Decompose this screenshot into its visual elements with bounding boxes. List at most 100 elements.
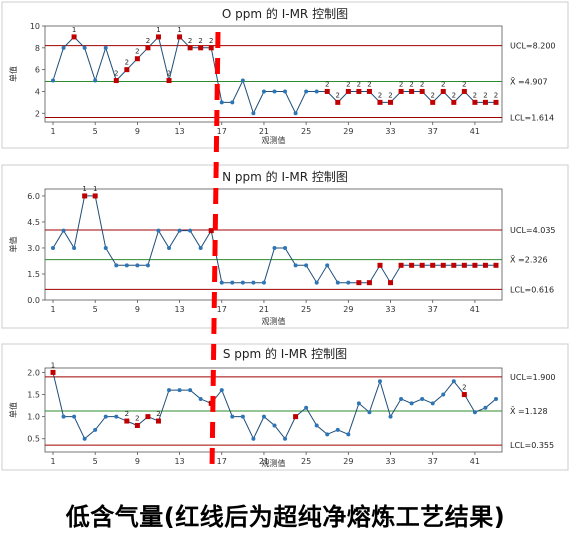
flagged-data-point <box>493 99 499 105</box>
flagged-data-point <box>134 56 140 62</box>
x-tick-label: 1 <box>50 127 55 136</box>
flagged-data-point <box>177 34 183 40</box>
data-point <box>114 414 119 419</box>
data-point <box>93 427 98 432</box>
data-point <box>272 245 277 250</box>
flagged-data-point <box>187 45 193 51</box>
x-tick-label: 25 <box>301 457 311 466</box>
plot-area <box>44 367 503 453</box>
data-point <box>240 78 245 83</box>
chart-frame <box>1 343 569 471</box>
data-point <box>240 280 245 285</box>
center-label: X̄ =4.907 <box>510 76 548 86</box>
flag-label: 2 <box>325 80 329 88</box>
n-ppm-chart-panel: N ppm 的 I-MR 控制图 单值 观测值 0.0 1.5 3.0 4.5 6.0 1 5 9 1… <box>0 163 571 330</box>
flag-label: 2 <box>483 91 487 99</box>
x-tick-label: 37 <box>428 457 438 466</box>
lcl-label: LCL=0.616 <box>510 285 554 294</box>
flagged-data-point <box>124 418 130 424</box>
chart-title: S ppm 的 I-MR 控制图 <box>223 346 347 361</box>
data-point <box>167 245 172 250</box>
y-tick-label: 4.5 <box>27 218 40 227</box>
data-point <box>198 396 203 401</box>
flagged-data-point <box>430 99 436 105</box>
flagged-data-point <box>324 88 330 94</box>
flagged-data-point <box>335 99 341 105</box>
x-tick-label: 1 <box>50 305 55 314</box>
data-point <box>377 379 382 384</box>
flagged-data-point <box>451 99 457 105</box>
data-point <box>240 414 245 419</box>
y-tick-label: 6.0 <box>27 192 40 201</box>
data-point <box>188 228 193 233</box>
figure-caption: 低含气量(红线后为超纯净熔炼工艺结果) <box>65 503 506 531</box>
flagged-data-point <box>377 262 383 268</box>
data-point <box>367 410 372 415</box>
ucl-label: UCL=1.900 <box>510 373 556 382</box>
data-point <box>420 396 425 401</box>
data-point <box>82 436 87 441</box>
data-point <box>261 414 266 419</box>
x-tick-label: 9 <box>135 127 140 136</box>
flag-label: 1 <box>156 26 160 34</box>
flagged-data-point <box>71 34 77 40</box>
y-tick-label: 2.0 <box>27 368 40 377</box>
flagged-data-point <box>430 262 436 268</box>
flagged-data-point <box>472 99 478 105</box>
flag-label: 2 <box>198 37 202 45</box>
data-point <box>251 436 256 441</box>
y-tick-label: 0.5 <box>27 435 40 444</box>
data-point <box>61 45 66 50</box>
data-point <box>325 263 330 268</box>
x-tick-label: 41 <box>470 305 480 314</box>
flag-label: 2 <box>441 80 445 88</box>
data-point <box>219 100 224 105</box>
data-point <box>135 263 140 268</box>
x-tick-label: 33 <box>385 127 395 136</box>
flagged-data-point <box>134 422 140 428</box>
data-point <box>114 263 119 268</box>
flagged-data-point <box>208 45 214 51</box>
data-point <box>219 388 224 393</box>
flag-label: 2 <box>430 91 434 99</box>
x-tick-label: 21 <box>259 127 269 136</box>
flagged-data-point <box>166 78 172 84</box>
process-change-divider <box>209 31 221 471</box>
data-point <box>103 45 108 50</box>
x-tick-label: 9 <box>135 305 140 314</box>
x-tick-label: 17 <box>217 305 227 314</box>
data-point <box>335 427 340 432</box>
data-point <box>304 405 309 410</box>
y-tick-label: 4 <box>35 87 40 96</box>
x-axis-label: 观测值 <box>262 316 286 326</box>
data-point <box>230 280 235 285</box>
flag-label: 2 <box>209 37 213 45</box>
flagged-data-point <box>461 88 467 94</box>
x-tick-label: 17 <box>217 457 227 466</box>
flag-label: 2 <box>367 80 371 88</box>
plot-area <box>44 188 503 301</box>
flag-label: 2 <box>135 48 139 56</box>
flag-label: 1 <box>72 26 76 34</box>
y-axis-label: 单值 <box>8 66 18 82</box>
data-point <box>430 401 435 406</box>
flagged-data-point <box>440 88 446 94</box>
flagged-data-point <box>461 262 467 268</box>
y-tick-label: 1.5 <box>27 270 40 279</box>
flag-label: 2 <box>452 91 456 99</box>
y-tick-label: 1.0 <box>27 413 40 422</box>
s-ppm-chart-panel: S ppm 的 I-MR 控制图 单值 观测值 0.5 1.0 1.5 2.0 1 5 9 13 17… <box>0 342 571 472</box>
data-point <box>283 436 288 441</box>
x-tick-label: 33 <box>385 305 395 314</box>
center-label: X̄ =1.128 <box>510 406 548 416</box>
x-tick-label: 29 <box>343 305 353 314</box>
y-tick-label: 3.0 <box>27 244 40 253</box>
flag-label: 2 <box>336 91 340 99</box>
data-point <box>494 396 498 401</box>
y-tick-label: 1.5 <box>27 391 40 400</box>
x-tick-label: 25 <box>301 305 311 314</box>
flag-label: 1 <box>82 185 86 193</box>
y-tick-label: 8 <box>35 44 40 53</box>
flagged-data-point <box>398 88 404 94</box>
data-point <box>335 280 340 285</box>
